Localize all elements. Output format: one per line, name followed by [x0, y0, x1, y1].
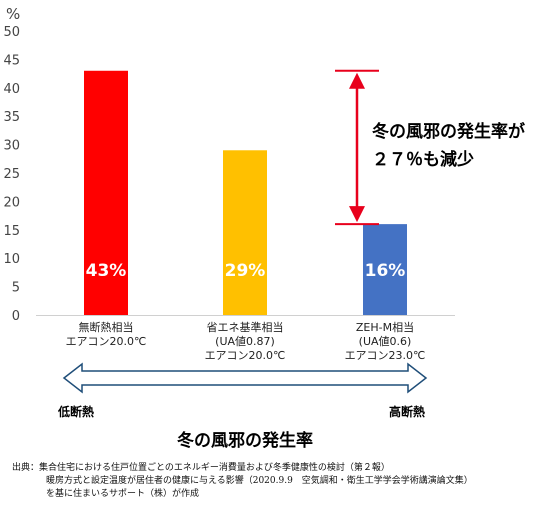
bottom-title: 冬の風邪の発生率 [177, 430, 313, 451]
category-label: エアコン20.0℃ [66, 335, 147, 348]
low-insulation-label: 低断熱 [57, 404, 94, 419]
y-tick-label: 30 [3, 139, 20, 154]
insulation-double-arrow [62, 362, 428, 394]
y-tick-label: 35 [3, 110, 20, 125]
y-tick-label: 10 [3, 252, 20, 267]
y-tick-label: 0 [12, 309, 20, 324]
high-insulation-label: 高断熱 [389, 404, 425, 419]
source-line-2: 暖房方式と設定温度が居住者の健康に与える影響（2020.9.9 空気調和・衛生工… [46, 476, 473, 486]
y-tick-label: 50 [3, 25, 20, 40]
y-tick-label: 5 [12, 281, 20, 296]
category-label: 省エネ基準相当 [207, 320, 284, 334]
y-tick-label: 45 [3, 53, 20, 68]
source-line-1: 出典：集合住宅における住戸位置ごとのエネルギー消費量および冬季健康性の検討（第２… [12, 463, 390, 473]
y-axis: 0 5 10 15 20 25 30 35 40 45 50 [3, 25, 455, 324]
source-note: 出典：集合住宅における住戸位置ごとのエネルギー消費量および冬季健康性の検討（第２… [12, 462, 544, 501]
y-unit-label: % [6, 5, 20, 23]
bar-value-label: 29% [225, 261, 266, 281]
category-label: エアコン23.0℃ [345, 349, 426, 362]
bar-value-label: 43% [86, 261, 127, 281]
category-label: (UA値0.6) [359, 335, 412, 348]
y-tick-label: 15 [3, 224, 20, 239]
bars: 43% 29% 16% [84, 70, 407, 315]
reduction-annotation: 冬の風邪の発生率が ２７％も減少 [335, 69, 525, 226]
y-tick-label: 40 [3, 82, 20, 97]
bar-value-label: 16% [365, 261, 406, 281]
bar-1 [84, 70, 128, 315]
source-line-3: を基に住まいるサポート（株）が作成 [46, 489, 200, 499]
category-labels: 無断熱相当エアコン20.0℃省エネ基準相当(UA値0.87)エアコン20.0℃Z… [66, 320, 426, 362]
annotation-arrowhead-up [349, 72, 365, 89]
annotation-arrowhead-down [349, 206, 365, 223]
category-label: ZEH-M相当 [356, 320, 414, 334]
y-tick-label: 25 [3, 167, 20, 182]
y-tick-label: 20 [3, 195, 20, 210]
bar-2 [223, 150, 267, 315]
category-label: 無断熱相当 [79, 320, 134, 334]
bar-3 [363, 224, 407, 315]
category-label: エアコン20.0℃ [205, 349, 286, 362]
insulation-axis: 低断熱 高断熱 [57, 362, 428, 419]
annotation-text: 冬の風邪の発生率が [372, 121, 525, 142]
annotation-text: ２７％も減少 [372, 149, 474, 170]
category-label: (UA値0.87) [215, 335, 275, 348]
